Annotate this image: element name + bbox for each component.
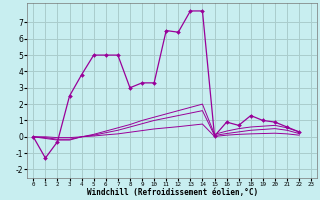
X-axis label: Windchill (Refroidissement éolien,°C): Windchill (Refroidissement éolien,°C) xyxy=(87,188,258,197)
